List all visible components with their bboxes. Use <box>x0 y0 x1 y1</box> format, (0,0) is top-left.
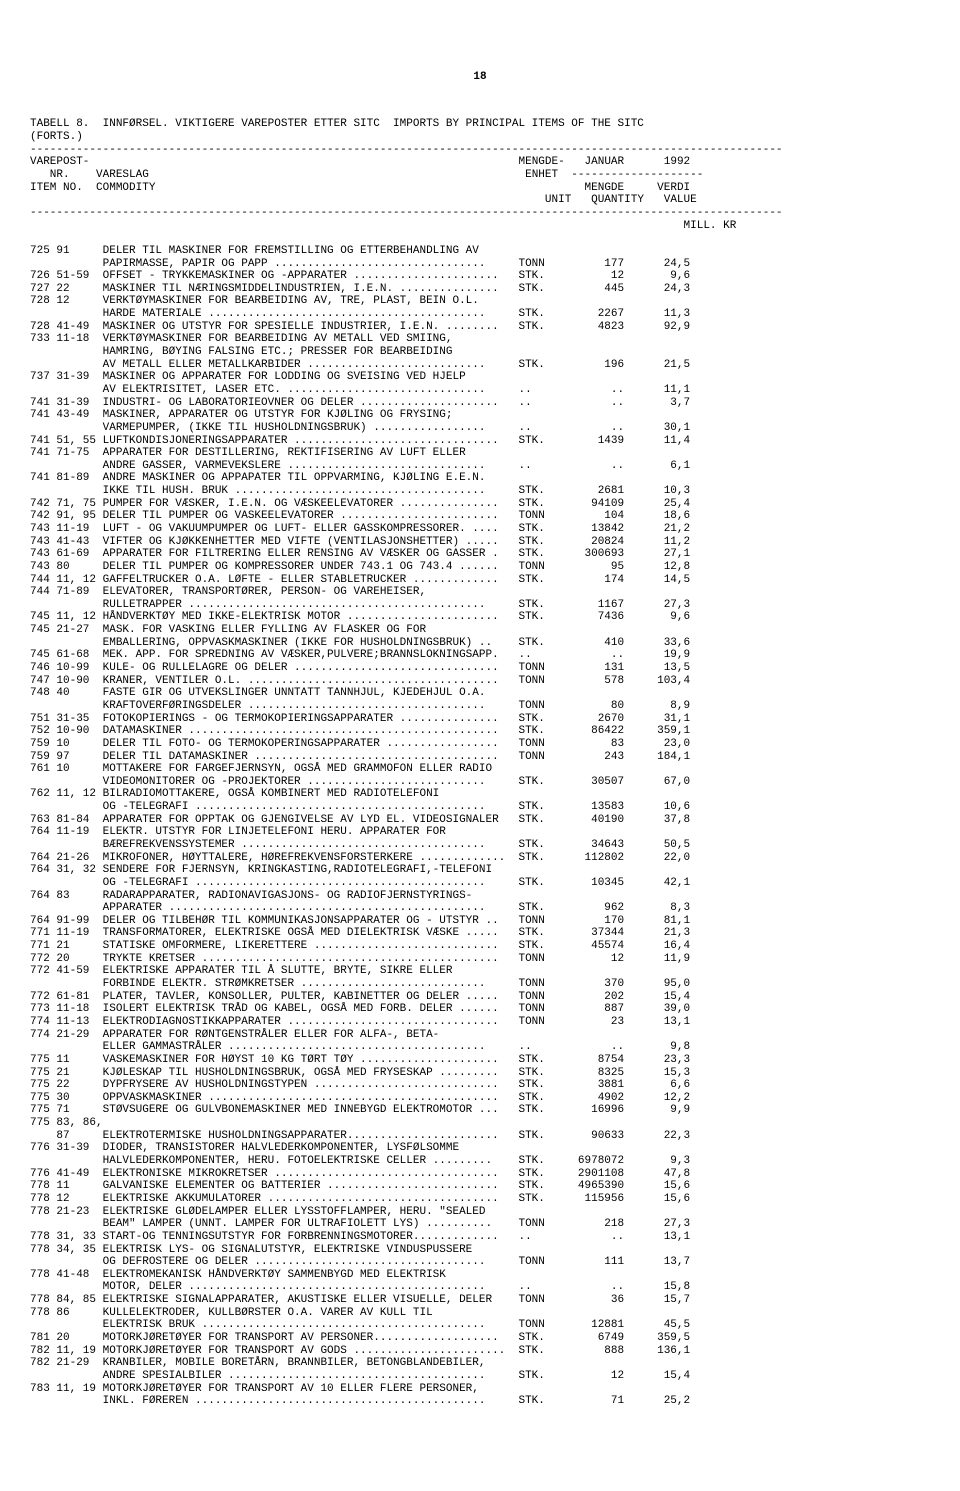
hdr-enhet: ENHET <box>525 169 558 181</box>
hdr-mengde2: MENGDE <box>585 182 625 194</box>
hdr-unit: UNIT <box>545 194 571 206</box>
hdr-nr: NR. <box>30 169 70 181</box>
title-line2: (FORTS.) <box>30 131 83 143</box>
hdr-vareslag: VARESLAG <box>96 169 149 181</box>
hdr-commodity: COMMODITY <box>96 182 155 194</box>
title-line1: TABELL 8. INNFØRSEL. VIKTIGERE VAREPOSTE… <box>30 118 644 130</box>
hdr-value: VALUE <box>664 194 697 206</box>
table-title: TABELL 8. INNFØRSEL. VIKTIGERE VAREPOSTE… <box>30 118 930 232</box>
hdr-verdi: VERDI <box>657 182 690 194</box>
hdr-quantity: QUANTITY <box>591 194 644 206</box>
hdr-year: 1992 <box>664 156 690 168</box>
hdr-varepost: VAREPOST- <box>30 156 89 168</box>
table-body: 725 91 DELER TIL MASKINER FOR FREMSTILLI… <box>30 245 930 1408</box>
hdr-mengde: MENGDE- <box>519 156 565 168</box>
page-number: 18 <box>30 71 930 84</box>
hdr-itemno: ITEM NO. <box>30 182 83 194</box>
hdr-millkr: MILL. KR <box>684 220 737 232</box>
hdr-januar: JANUAR <box>585 156 625 168</box>
